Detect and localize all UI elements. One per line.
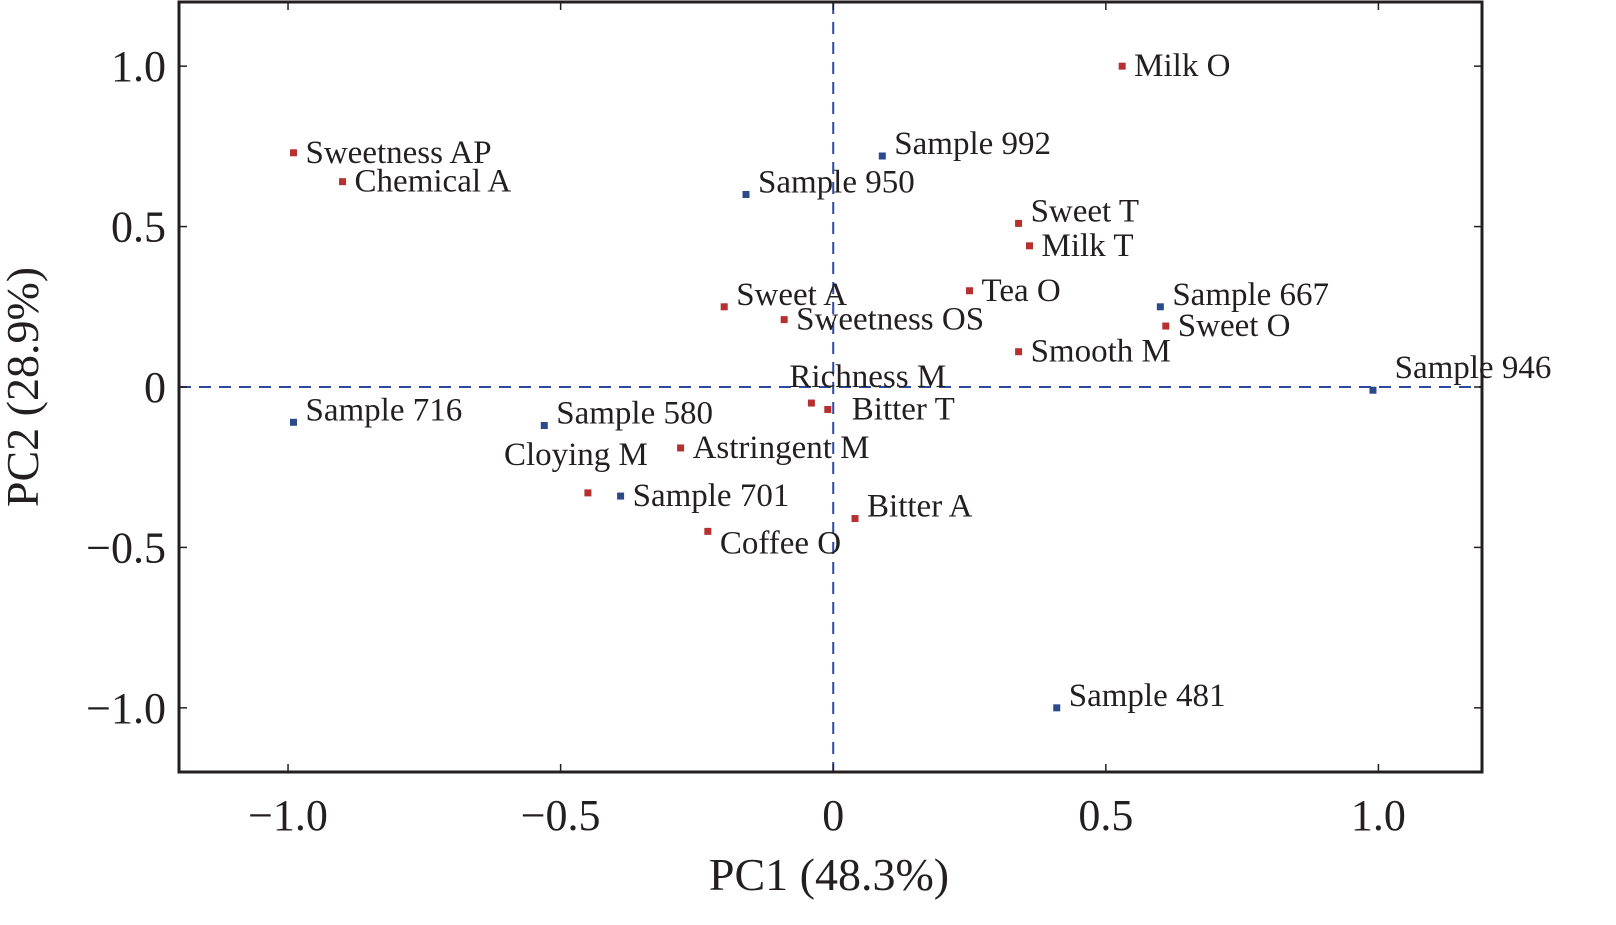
point-sample-481 [1053, 704, 1061, 712]
label-sweetness-os: Sweetness OS [796, 302, 984, 338]
point-sample-580 [540, 422, 548, 429]
y-tick-label: −1.0 [86, 684, 166, 733]
label-sweet-a: Sweet A [736, 277, 847, 313]
label-sample-580: Sample 580 [556, 396, 713, 432]
point-chemical-a [339, 178, 347, 186]
point-sweetness-os [780, 316, 788, 324]
point-sample-701 [617, 492, 625, 500]
point-sample-992 [878, 152, 886, 160]
point-richness-m [807, 399, 815, 407]
point-sample-716 [289, 418, 297, 426]
x-tick-label: 0 [822, 791, 844, 840]
y-tick-label: −0.5 [86, 523, 166, 572]
point-sweet-o [1162, 322, 1170, 330]
label-sweet-t: Sweet T [1031, 193, 1139, 229]
point-sweet-a [720, 303, 728, 311]
point-sample-946 [1369, 386, 1377, 394]
label-milk-t: Milk T [1041, 228, 1133, 264]
point-coffee-o [704, 527, 712, 535]
label-bitter-t: Bitter T [852, 391, 955, 427]
label-sweetness-ap: Sweetness AP [305, 135, 491, 171]
x-axis-title: PC1 (48.3%) [709, 849, 949, 900]
point-sweet-t [1015, 219, 1023, 227]
label-sample-716: Sample 716 [305, 392, 462, 428]
label-milk-o: Milk O [1134, 48, 1230, 84]
y-tick-label: 1.0 [111, 42, 166, 91]
x-axis: −1.0 −0.5 0 0.5 1.0 [248, 2, 1406, 840]
point-milk-o [1118, 62, 1126, 70]
x-tick-label: −0.5 [521, 791, 601, 840]
label-chemical-a: Chemical A [355, 164, 512, 200]
label-sample-992: Sample 992 [894, 126, 1051, 162]
point-milk-t [1025, 242, 1033, 250]
label-coffee-o: Coffee O [720, 525, 841, 561]
label-sample-701: Sample 701 [633, 478, 790, 514]
point-sample-667 [1156, 303, 1164, 311]
point-sample-950 [742, 191, 750, 198]
point-sweetness-ap [289, 149, 297, 157]
x-tick-label: 1.0 [1351, 791, 1406, 840]
label-sample-481: Sample 481 [1069, 678, 1226, 714]
label-sample-950: Sample 950 [758, 165, 915, 201]
y-axis-title: PC2 (28.9%) [0, 267, 48, 507]
y-tick-label: 0 [144, 363, 166, 412]
y-tick-label: 0.5 [111, 203, 166, 252]
label-sweet-o: Sweet O [1178, 308, 1291, 344]
data-points [289, 62, 1377, 712]
y-axis: 1.0 0.5 0 −0.5 −1.0 [86, 42, 1482, 733]
point-bitter-t [824, 405, 832, 413]
label-astringent-m: Astringent M [693, 430, 870, 466]
label-tea-o: Tea O [982, 273, 1061, 309]
label-cloying-m: Cloying M [504, 437, 648, 473]
label-sample-667: Sample 667 [1172, 277, 1329, 313]
reference-lines [179, 2, 1482, 772]
point-smooth-m [1015, 348, 1023, 356]
x-tick-label: 0.5 [1078, 791, 1133, 840]
label-smooth-m: Smooth M [1031, 334, 1171, 370]
point-tea-o [966, 287, 974, 295]
x-tick-label: −1.0 [248, 791, 328, 840]
point-cloying-m [584, 489, 592, 497]
label-richness-m: Richness M [789, 359, 946, 395]
label-bitter-a: Bitter A [867, 489, 973, 525]
point-bitter-a [851, 515, 859, 523]
label-sample-946: Sample 946 [1395, 350, 1552, 386]
point-astringent-m [677, 444, 685, 452]
